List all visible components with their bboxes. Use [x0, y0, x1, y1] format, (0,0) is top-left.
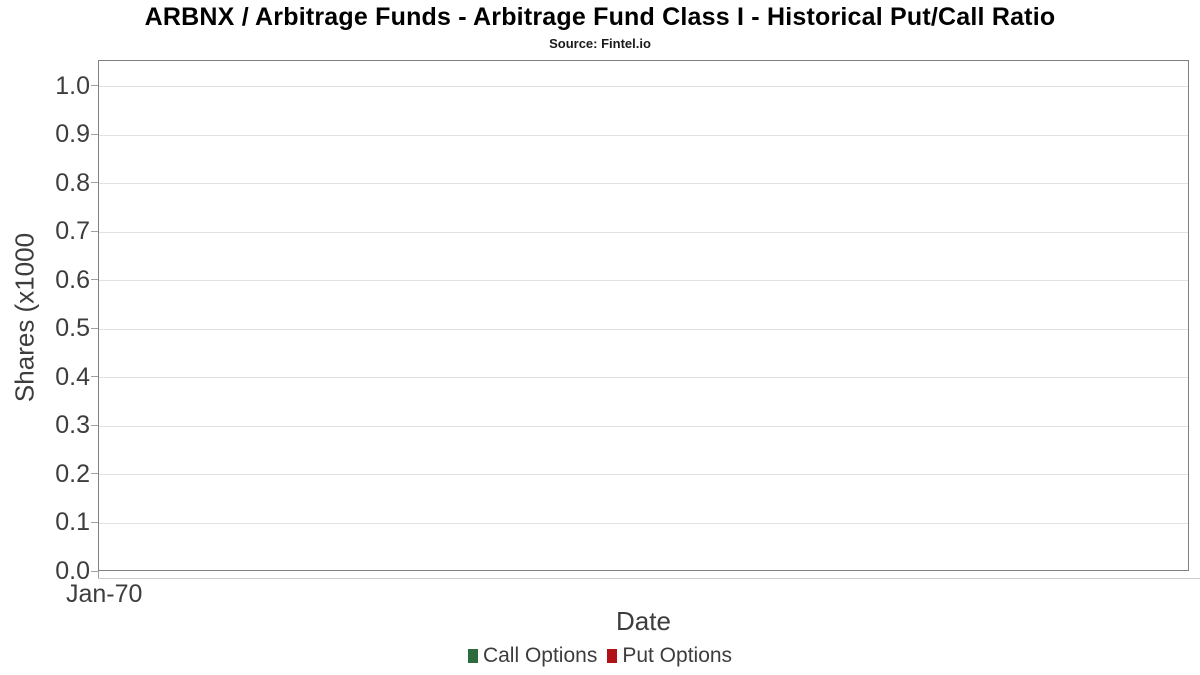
y-axis-tick-mark: [91, 473, 98, 475]
legend-item-call-options: Call Options: [467, 644, 598, 668]
y-axis-tick-label: 0.0: [55, 557, 90, 585]
gridline-y-0.9: [99, 134, 1188, 136]
y-axis-tick-mark: [91, 133, 98, 135]
x-axis-baseline: [98, 578, 1200, 579]
y-axis-tick-mark: [91, 85, 98, 87]
x-axis-tick-mark: [98, 571, 99, 578]
y-axis-tick-mark: [91, 182, 98, 184]
x-axis-tick-label: Jan-70: [66, 580, 143, 608]
legend-swatch-icon: [467, 649, 478, 663]
legend-label: Put Options: [622, 644, 733, 667]
gridline-y-0.4: [99, 377, 1188, 379]
y-axis-tick-label: 0.3: [55, 411, 90, 440]
y-axis-tick-label: 0.2: [55, 459, 90, 488]
gridline-y-0.7: [99, 231, 1188, 233]
legend-swatch-icon: [607, 649, 618, 663]
gridline-y-1.0: [99, 86, 1188, 88]
gridline-y-0.1: [99, 522, 1188, 524]
y-axis-tick-mark: [91, 521, 98, 523]
y-axis-tick-mark: [91, 230, 98, 232]
y-axis-tick-mark: [91, 570, 98, 572]
y-axis-tick-label: 0.6: [55, 265, 90, 294]
y-axis-tick-label: 0.4: [55, 362, 90, 391]
gridline-y-0.6: [99, 280, 1188, 282]
y-axis-tick-mark: [91, 376, 98, 378]
y-axis-title: Shares (x1000: [9, 232, 40, 403]
y-axis-tick-labels: 0.0 0.1 0.2 0.3 0.4 0.5 0.6 0.7 0.8 0.9 1.0: [0, 0, 90, 675]
gridline-y-0.3: [99, 425, 1188, 427]
chart-legend: Call Options Put Options: [0, 644, 1200, 668]
y-axis-tick-mark: [91, 327, 98, 329]
x-axis-title: Date: [616, 606, 671, 636]
y-axis-tick-label: 0.8: [55, 168, 90, 197]
gridline-y-0.5: [99, 328, 1188, 330]
y-axis-tick-label: 0.7: [55, 217, 90, 246]
chart-title: ARBNX / Arbitrage Funds - Arbitrage Fund…: [144, 3, 1056, 31]
y-axis-tick-label: 0.5: [55, 314, 90, 343]
legend-item-put-options: Put Options: [607, 644, 732, 668]
y-axis-tick-label: 0.9: [55, 120, 90, 149]
legend-label: Call Options: [482, 644, 598, 667]
y-axis-tick-mark: [91, 279, 98, 281]
plot-area: [98, 60, 1189, 571]
y-axis-tick-mark: [91, 424, 98, 426]
chart-subtitle-source: Source: Fintel.io: [549, 36, 651, 51]
y-axis-tick-label: 0.1: [55, 508, 90, 537]
y-axis-tick-label: 1.0: [55, 71, 90, 100]
gridline-y-0.2: [99, 474, 1188, 476]
gridline-y-0.8: [99, 183, 1188, 185]
